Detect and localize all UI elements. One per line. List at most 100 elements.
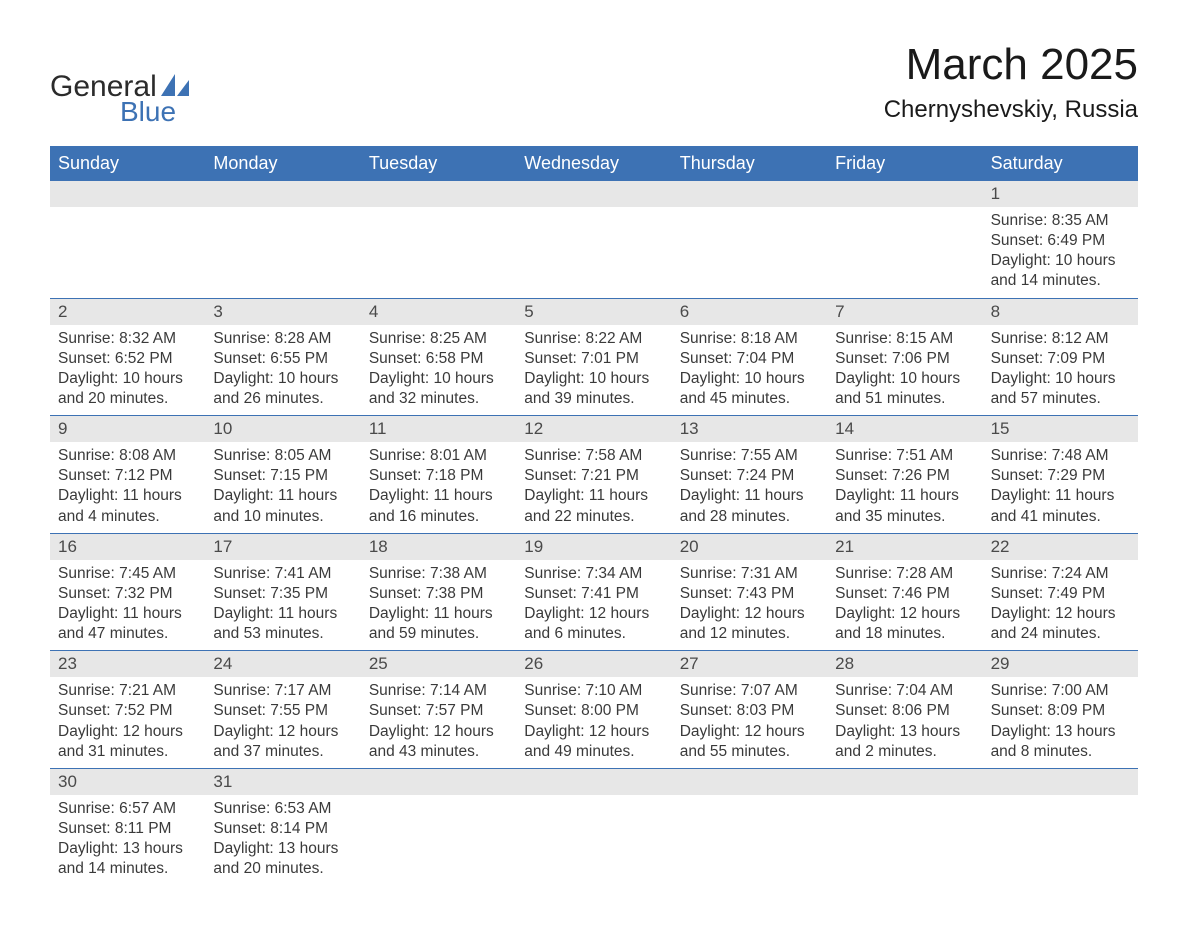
daylight-line-2: and 4 minutes.	[58, 507, 197, 527]
sunset-line: Sunset: 7:43 PM	[680, 584, 819, 604]
calendar-day-cell: 18Sunrise: 7:38 AMSunset: 7:38 PMDayligh…	[361, 534, 516, 651]
day-number-bar	[50, 181, 205, 207]
day-number-bar	[672, 181, 827, 207]
day-number-bar: 25	[361, 651, 516, 677]
day-details: Sunrise: 6:53 AMSunset: 8:14 PMDaylight:…	[205, 795, 360, 886]
day-number-bar: 18	[361, 534, 516, 560]
calendar-week-row: 30Sunrise: 6:57 AMSunset: 8:11 PMDayligh…	[50, 768, 1138, 886]
calendar-week-row: 9Sunrise: 8:08 AMSunset: 7:12 PMDaylight…	[50, 415, 1138, 533]
sunrise-line: Sunrise: 7:38 AM	[369, 564, 508, 584]
daylight-line-2: and 43 minutes.	[369, 742, 508, 762]
daylight-line-1: Daylight: 10 hours	[58, 369, 197, 389]
weekday-thursday: Thursday	[672, 147, 827, 180]
day-details: Sunrise: 8:22 AMSunset: 7:01 PMDaylight:…	[516, 325, 671, 416]
daylight-line-2: and 57 minutes.	[991, 389, 1130, 409]
day-number-bar: 2	[50, 299, 205, 325]
month-title: March 2025	[884, 40, 1138, 90]
calendar-day-cell	[205, 181, 360, 298]
weekday-monday: Monday	[205, 147, 360, 180]
day-number-bar: 30	[50, 769, 205, 795]
sunrise-line: Sunrise: 6:57 AM	[58, 799, 197, 819]
day-details: Sunrise: 8:01 AMSunset: 7:18 PMDaylight:…	[361, 442, 516, 533]
day-details: Sunrise: 7:58 AMSunset: 7:21 PMDaylight:…	[516, 442, 671, 533]
sunrise-line: Sunrise: 8:28 AM	[213, 329, 352, 349]
weekday-sunday: Sunday	[50, 147, 205, 180]
day-number-bar: 24	[205, 651, 360, 677]
calendar-day-cell: 3Sunrise: 8:28 AMSunset: 6:55 PMDaylight…	[205, 299, 360, 416]
sunset-line: Sunset: 7:01 PM	[524, 349, 663, 369]
calendar-day-cell: 10Sunrise: 8:05 AMSunset: 7:15 PMDayligh…	[205, 416, 360, 533]
day-number-bar: 17	[205, 534, 360, 560]
day-details: Sunrise: 7:21 AMSunset: 7:52 PMDaylight:…	[50, 677, 205, 768]
daylight-line-1: Daylight: 12 hours	[680, 604, 819, 624]
calendar-day-cell	[672, 769, 827, 886]
daylight-line-1: Daylight: 10 hours	[213, 369, 352, 389]
sunset-line: Sunset: 7:38 PM	[369, 584, 508, 604]
day-details: Sunrise: 8:25 AMSunset: 6:58 PMDaylight:…	[361, 325, 516, 416]
daylight-line-1: Daylight: 11 hours	[58, 486, 197, 506]
calendar-day-cell	[50, 181, 205, 298]
daylight-line-2: and 14 minutes.	[58, 859, 197, 879]
daylight-line-1: Daylight: 10 hours	[991, 251, 1130, 271]
day-number-bar: 16	[50, 534, 205, 560]
sunrise-line: Sunrise: 8:01 AM	[369, 446, 508, 466]
daylight-line-1: Daylight: 12 hours	[680, 722, 819, 742]
daylight-line-2: and 26 minutes.	[213, 389, 352, 409]
daylight-line-2: and 6 minutes.	[524, 624, 663, 644]
sunrise-line: Sunrise: 7:10 AM	[524, 681, 663, 701]
calendar-day-cell: 1Sunrise: 8:35 AMSunset: 6:49 PMDaylight…	[983, 181, 1138, 298]
daylight-line-1: Daylight: 11 hours	[213, 486, 352, 506]
calendar-body: 1Sunrise: 8:35 AMSunset: 6:49 PMDaylight…	[50, 180, 1138, 885]
day-number-bar: 26	[516, 651, 671, 677]
daylight-line-1: Daylight: 11 hours	[524, 486, 663, 506]
sunset-line: Sunset: 7:46 PM	[835, 584, 974, 604]
day-number-bar: 8	[983, 299, 1138, 325]
sunrise-line: Sunrise: 7:04 AM	[835, 681, 974, 701]
daylight-line-1: Daylight: 13 hours	[991, 722, 1130, 742]
day-number-bar: 13	[672, 416, 827, 442]
day-number-bar: 9	[50, 416, 205, 442]
calendar-week-row: 23Sunrise: 7:21 AMSunset: 7:52 PMDayligh…	[50, 650, 1138, 768]
sunrise-line: Sunrise: 8:18 AM	[680, 329, 819, 349]
daylight-line-1: Daylight: 12 hours	[835, 604, 974, 624]
sunrise-line: Sunrise: 7:21 AM	[58, 681, 197, 701]
daylight-line-2: and 18 minutes.	[835, 624, 974, 644]
daylight-line-1: Daylight: 12 hours	[369, 722, 508, 742]
sunrise-line: Sunrise: 7:28 AM	[835, 564, 974, 584]
sunset-line: Sunset: 6:49 PM	[991, 231, 1130, 251]
daylight-line-2: and 39 minutes.	[524, 389, 663, 409]
daylight-line-1: Daylight: 12 hours	[991, 604, 1130, 624]
sunset-line: Sunset: 8:14 PM	[213, 819, 352, 839]
daylight-line-1: Daylight: 11 hours	[835, 486, 974, 506]
weekday-header-row: Sunday Monday Tuesday Wednesday Thursday…	[50, 146, 1138, 180]
calendar-day-cell	[827, 181, 982, 298]
day-details: Sunrise: 8:15 AMSunset: 7:06 PMDaylight:…	[827, 325, 982, 416]
sunrise-line: Sunrise: 7:58 AM	[524, 446, 663, 466]
calendar-day-cell: 24Sunrise: 7:17 AMSunset: 7:55 PMDayligh…	[205, 651, 360, 768]
day-details: Sunrise: 8:28 AMSunset: 6:55 PMDaylight:…	[205, 325, 360, 416]
calendar-day-cell: 21Sunrise: 7:28 AMSunset: 7:46 PMDayligh…	[827, 534, 982, 651]
daylight-line-2: and 35 minutes.	[835, 507, 974, 527]
calendar-day-cell: 4Sunrise: 8:25 AMSunset: 6:58 PMDaylight…	[361, 299, 516, 416]
day-number-bar: 31	[205, 769, 360, 795]
sunrise-line: Sunrise: 7:00 AM	[991, 681, 1130, 701]
daylight-line-2: and 12 minutes.	[680, 624, 819, 644]
daylight-line-2: and 14 minutes.	[991, 271, 1130, 291]
day-details: Sunrise: 6:57 AMSunset: 8:11 PMDaylight:…	[50, 795, 205, 886]
day-number-bar: 11	[361, 416, 516, 442]
daylight-line-1: Daylight: 10 hours	[991, 369, 1130, 389]
page-header: General Blue March 2025 Chernyshevskiy, …	[50, 40, 1138, 128]
calendar-week-row: 2Sunrise: 8:32 AMSunset: 6:52 PMDaylight…	[50, 298, 1138, 416]
calendar-day-cell: 17Sunrise: 7:41 AMSunset: 7:35 PMDayligh…	[205, 534, 360, 651]
daylight-line-2: and 8 minutes.	[991, 742, 1130, 762]
daylight-line-1: Daylight: 10 hours	[680, 369, 819, 389]
daylight-line-2: and 31 minutes.	[58, 742, 197, 762]
sunset-line: Sunset: 7:49 PM	[991, 584, 1130, 604]
day-number-bar: 6	[672, 299, 827, 325]
day-details: Sunrise: 7:07 AMSunset: 8:03 PMDaylight:…	[672, 677, 827, 768]
day-number-bar	[827, 769, 982, 795]
calendar-day-cell: 30Sunrise: 6:57 AMSunset: 8:11 PMDayligh…	[50, 769, 205, 886]
calendar-day-cell: 31Sunrise: 6:53 AMSunset: 8:14 PMDayligh…	[205, 769, 360, 886]
sunset-line: Sunset: 7:18 PM	[369, 466, 508, 486]
sunset-line: Sunset: 7:12 PM	[58, 466, 197, 486]
